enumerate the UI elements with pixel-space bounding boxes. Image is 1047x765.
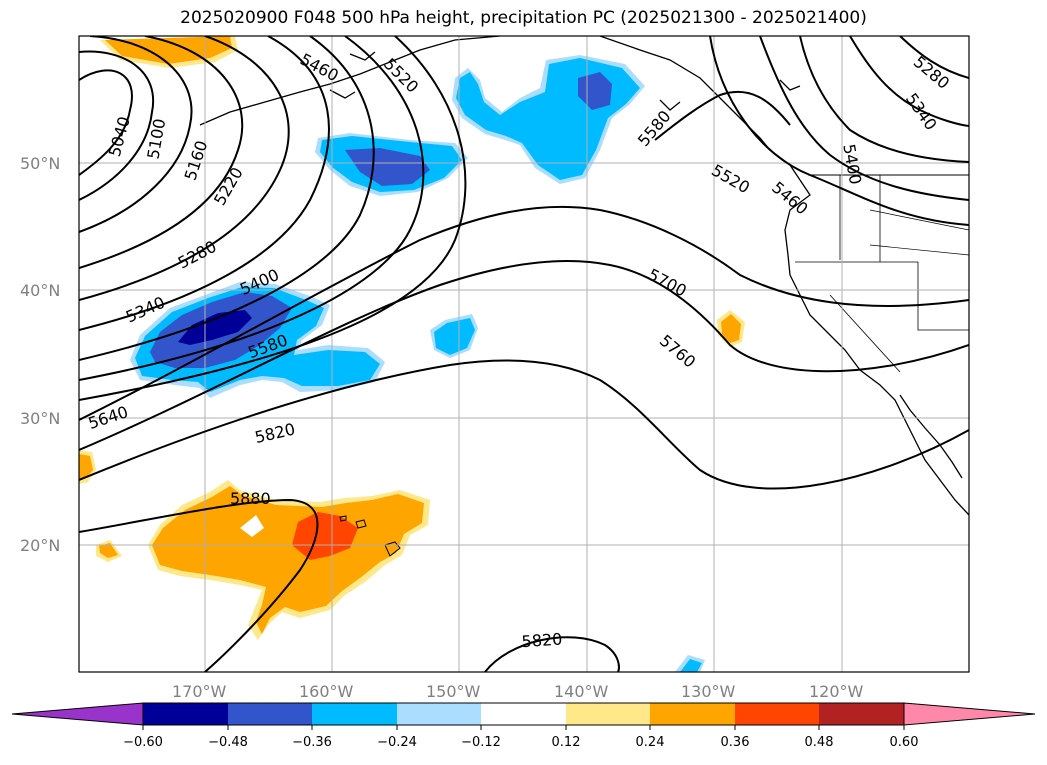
colorbar-segment xyxy=(566,703,650,725)
colorbar-segment xyxy=(735,703,819,725)
lat-label: 50°N xyxy=(20,154,60,173)
colorbar-segment xyxy=(819,703,904,725)
contour-label: 5880 xyxy=(230,489,271,508)
map-title: 2025020900 F048 500 hPa height, precipit… xyxy=(180,8,867,28)
colorbar-segment xyxy=(228,703,312,725)
lon-label: 170°W xyxy=(172,682,227,701)
contour-label: 5820 xyxy=(521,629,563,651)
latitude-labels: 50°N 40°N 30°N 20°N xyxy=(20,154,60,555)
colorbar-tick-label: −0.36 xyxy=(292,735,332,750)
lat-label: 20°N xyxy=(20,536,60,555)
map-panel: 5040 5100 5160 5220 5280 5340 5400 5460 … xyxy=(79,36,969,672)
colorbar-tick-label: −0.60 xyxy=(123,735,163,750)
height-contours xyxy=(79,36,969,672)
colorbar-tick-label: −0.12 xyxy=(461,735,501,750)
lon-label: 120°W xyxy=(809,682,864,701)
colorbar-tick-label: −0.48 xyxy=(208,735,248,750)
lon-label: 160°W xyxy=(299,682,354,701)
lat-label: 40°N xyxy=(20,281,60,300)
lon-label: 150°W xyxy=(426,682,481,701)
map-frame xyxy=(78,35,970,673)
lon-label: 130°W xyxy=(681,682,736,701)
colorbar-segment xyxy=(650,703,735,725)
colorbar-segment xyxy=(397,703,481,725)
colorbar-tick-label: −0.24 xyxy=(377,735,417,750)
lon-label: 140°W xyxy=(554,682,609,701)
colorbar-tick-label: 0.24 xyxy=(636,735,665,750)
colorbar-tick-label: 0.60 xyxy=(890,735,919,750)
colorbar-tick-label: 0.36 xyxy=(721,735,750,750)
graticule xyxy=(79,36,969,672)
colorbar-tick-label: 0.12 xyxy=(552,735,581,750)
colorbar-segment xyxy=(481,703,566,725)
colorbar-tick-label: 0.48 xyxy=(805,735,834,750)
colorbar-extend-low xyxy=(11,702,144,726)
colorbar: −0.60 −0.48 −0.36 −0.24 −0.12 0.12 0.24 … xyxy=(11,702,1036,750)
colorbar-segment xyxy=(312,703,397,725)
longitude-labels: 170°W 160°W 150°W 140°W 130°W 120°W xyxy=(172,682,864,701)
colorbar-segment xyxy=(143,703,228,725)
colorbar-extend-high xyxy=(903,702,1036,726)
lat-label: 30°N xyxy=(20,409,60,428)
